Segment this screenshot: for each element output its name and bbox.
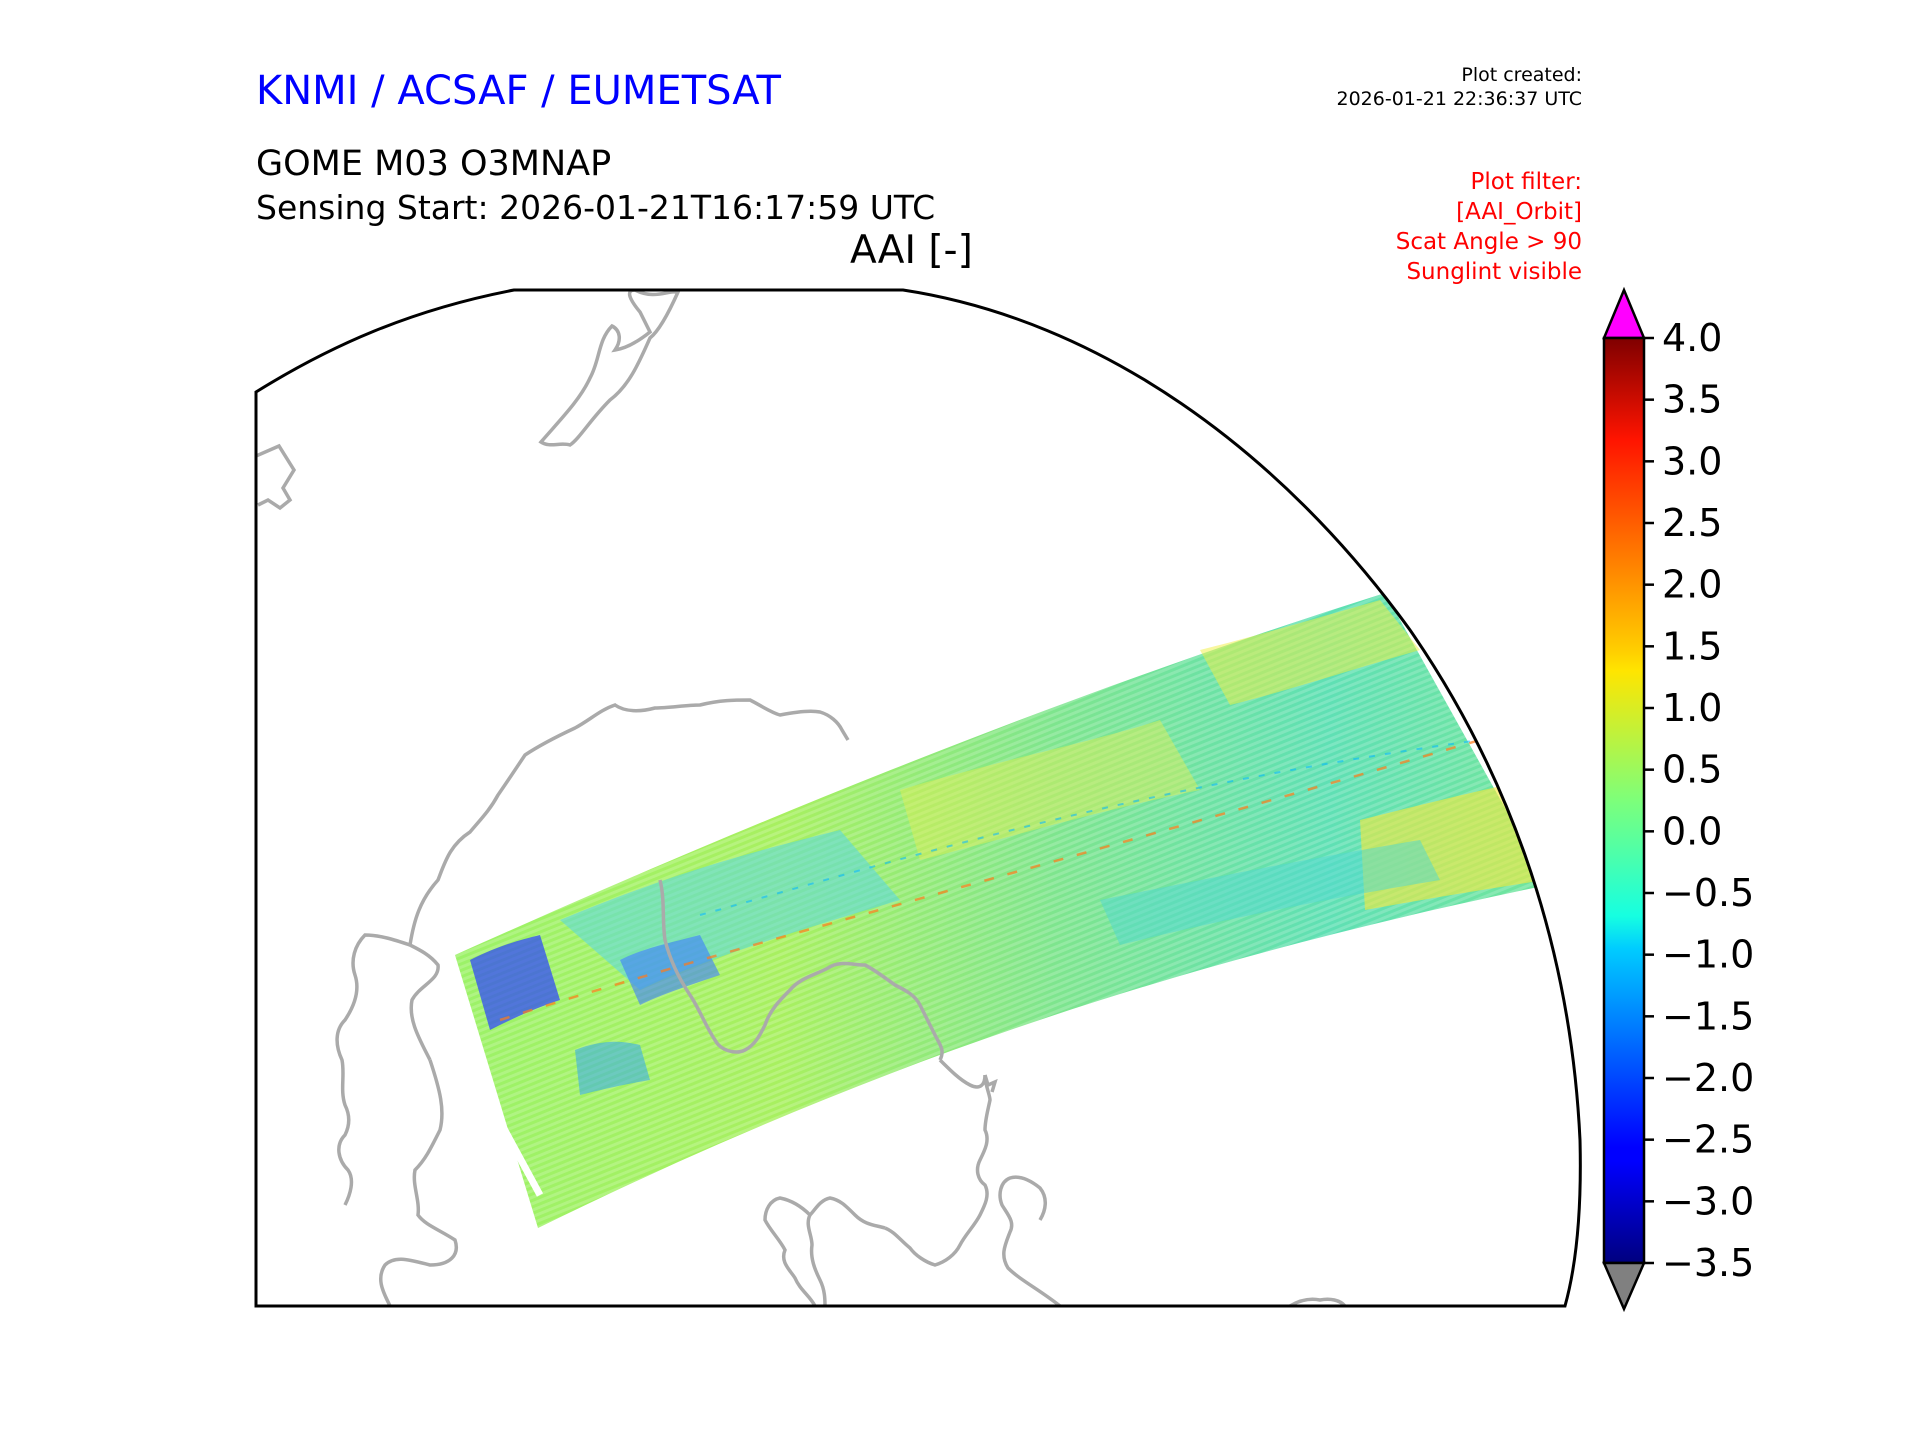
plot-filter-line: Scat Angle > 90 [1395,229,1582,255]
colorbar-tick-label: 0.5 [1662,748,1722,792]
colorbar-tick-label: 0.0 [1662,809,1722,853]
colorbar-under-extension [1602,1261,1646,1313]
map-boundary [254,288,1582,1308]
plot-created-label: Plot created: [1461,64,1582,86]
colorbar-scale [1602,336,1646,1265]
colorbar-tick-label: 1.5 [1662,624,1722,668]
plot-created-timestamp: 2026-01-21 22:36:37 UTC [1336,88,1583,110]
colorbar-tick-label: 2.5 [1662,501,1722,545]
colorbar-tick-label: 4.0 [1662,316,1722,360]
colorbar-tick-label: 1.0 [1662,686,1722,730]
plot-filter-line: Plot filter: [1470,169,1582,195]
satellite-swath [426,593,1548,1228]
product-title: GOME M03 O3MNAP [256,144,612,184]
colorbar-tick-label: −2.0 [1662,1056,1754,1100]
plot-filter-line: [AAI_Orbit] [1456,199,1582,225]
colorbar-tick-label: 3.0 [1662,439,1722,483]
colorbar-tick-label: −1.5 [1662,994,1754,1038]
colorbar-tick-label: −2.5 [1662,1118,1754,1162]
map-area [256,290,1548,1306]
colorbar-over-extension [1602,286,1646,340]
colorbar: 4.0 3.5 3.0 2.5 2.0 1.5 1.0 0.5 0.0 −0.5 −1.0 −1.5 −… [1602,286,1754,1313]
colorbar-tick-label: 2.0 [1662,563,1722,607]
colorbar-ticks: 4.0 3.5 3.0 2.5 2.0 1.5 1.0 0.5 0.0 −0.5 −1.0 −1.5 −… [1644,316,1754,1285]
organisation-title: KNMI / ACSAF / EUMETSAT [256,68,781,114]
plot-filter-line: Sunglint visible [1406,259,1582,285]
colorbar-tick-label: −3.5 [1662,1241,1754,1285]
colorbar-tick-label: −1.0 [1662,933,1754,977]
colorbar-tick-label: −3.0 [1662,1179,1754,1223]
variable-title: AAI [-] [850,228,973,273]
colorbar-tick-label: 3.5 [1662,378,1722,422]
sensing-start: Sensing Start: 2026-01-21T16:17:59 UTC [256,188,936,227]
colorbar-tick-label: −0.5 [1662,871,1754,915]
